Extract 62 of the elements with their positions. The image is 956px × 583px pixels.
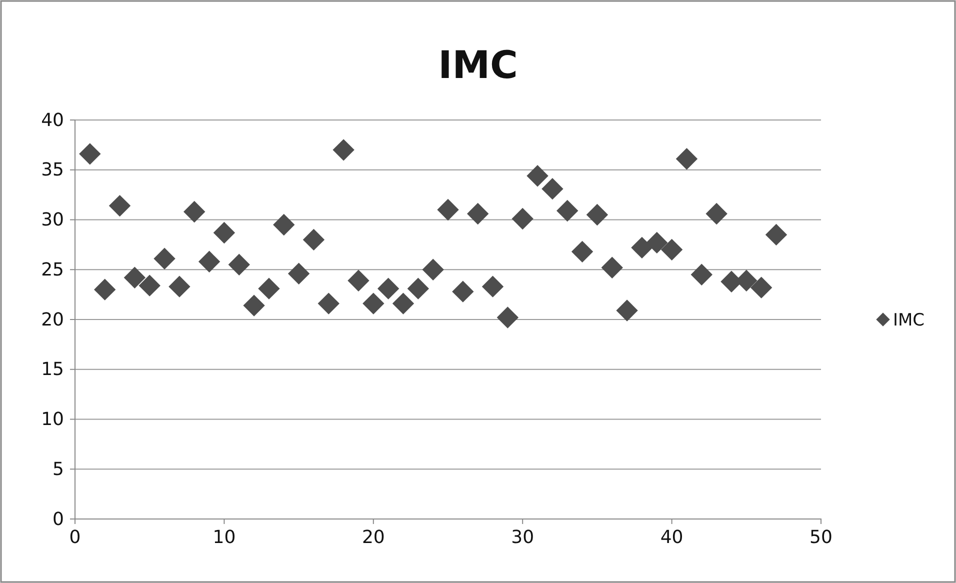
y-tick-label: 30 <box>41 210 64 231</box>
point <box>690 264 712 286</box>
point <box>601 256 623 278</box>
point <box>243 294 265 316</box>
point <box>154 248 176 270</box>
point <box>79 143 101 165</box>
point <box>437 198 459 221</box>
point <box>676 148 698 170</box>
point <box>750 276 772 298</box>
point <box>168 276 190 298</box>
y-tick-label: 35 <box>41 160 64 181</box>
point <box>332 139 354 161</box>
point <box>422 258 444 280</box>
x-tick-label: 50 <box>810 526 832 548</box>
x-tick-label: 20 <box>362 526 385 548</box>
point <box>258 278 280 300</box>
point <box>556 200 578 222</box>
x-tick-label: 30 <box>511 526 534 548</box>
point <box>631 236 653 259</box>
y-tick-label: 15 <box>41 359 64 380</box>
y-tick-label: 25 <box>41 259 64 280</box>
point <box>407 278 430 300</box>
y-tick-label: 20 <box>41 309 64 330</box>
point <box>138 274 160 296</box>
x-tick-label: 40 <box>660 526 684 548</box>
point <box>362 292 384 314</box>
point <box>482 276 504 298</box>
point <box>302 228 325 251</box>
point <box>526 165 548 187</box>
point <box>765 224 788 246</box>
chart-title: IMC <box>438 43 518 87</box>
point <box>228 254 250 276</box>
point <box>198 250 220 272</box>
point <box>660 238 683 261</box>
y-tick-label: 0 <box>52 508 64 530</box>
legend-label: IMC <box>893 310 925 330</box>
point <box>616 300 638 322</box>
x-tick-label: 10 <box>212 526 236 548</box>
point <box>184 200 206 223</box>
point <box>496 306 519 328</box>
point <box>452 280 474 302</box>
point <box>586 204 608 226</box>
point <box>706 202 728 225</box>
point <box>94 278 116 300</box>
point <box>124 266 146 288</box>
point <box>392 292 414 314</box>
point <box>377 278 400 300</box>
y-tick-label: 5 <box>52 458 64 480</box>
point <box>273 214 295 236</box>
point <box>571 240 594 263</box>
point <box>288 262 310 284</box>
point <box>512 208 534 230</box>
point <box>108 194 131 217</box>
point <box>542 178 564 200</box>
point <box>646 232 668 254</box>
point <box>466 202 489 225</box>
x-tick-label: 0 <box>69 526 81 548</box>
y-tick-label: 10 <box>41 409 64 430</box>
point <box>318 292 340 314</box>
point <box>213 222 236 244</box>
point <box>348 270 370 292</box>
y-tick-label: 40 <box>41 110 64 131</box>
